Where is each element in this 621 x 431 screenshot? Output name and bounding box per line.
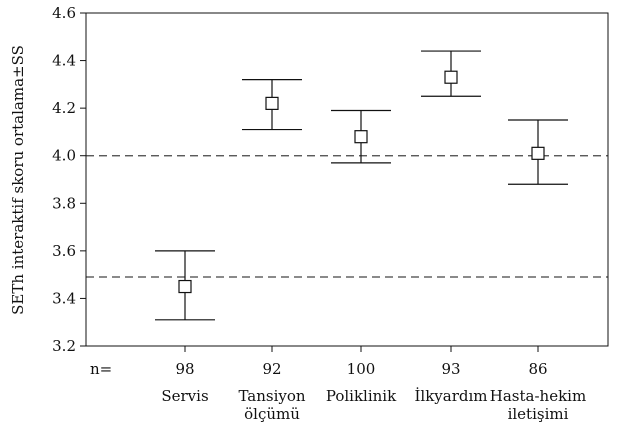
n-value-label: 100	[347, 360, 376, 378]
mean-marker	[265, 96, 279, 110]
n-value-label: 93	[441, 360, 460, 378]
category-label: Poliklinik	[326, 387, 397, 405]
mean-marker	[354, 130, 368, 144]
x-axis-ticks	[184, 346, 539, 352]
y-tick-label: 3.2	[52, 337, 76, 355]
y-tick-label: 4.2	[52, 99, 76, 117]
n-prefix-label: n=	[90, 360, 112, 378]
y-axis-title: SETh interaktif skoru ortalama±SS	[9, 45, 27, 315]
category-label: Servis	[161, 387, 208, 405]
category-label: Tansiyon	[238, 387, 305, 405]
n-value-label: 86	[528, 360, 547, 378]
category-label: Hasta-hekim	[490, 387, 586, 405]
y-tick-label: 3.4	[52, 289, 76, 307]
y-tick-label: 4.6	[52, 4, 76, 22]
error-bars	[155, 50, 568, 321]
plot-frame	[85, 12, 609, 347]
y-tick-label: 3.8	[52, 194, 76, 212]
category-label: iletişimi	[508, 405, 569, 423]
y-tick-label: 4.0	[52, 147, 76, 165]
reference-lines	[86, 155, 608, 278]
mean-marker	[531, 146, 545, 160]
n-value-label: 98	[175, 360, 194, 378]
category-label: İlkyardım	[414, 387, 487, 405]
mean-marker	[178, 279, 192, 294]
mean-marker	[444, 70, 458, 84]
y-tick-label: 4.4	[52, 52, 76, 70]
y-axis-ticks: 3.2 3.4 3.6 3.8 4.0 4.2 4.4 4.6	[52, 4, 86, 355]
y-tick-label: 3.6	[52, 242, 76, 260]
n-value-label: 92	[262, 360, 281, 378]
category-label: ölçümü	[244, 405, 300, 423]
